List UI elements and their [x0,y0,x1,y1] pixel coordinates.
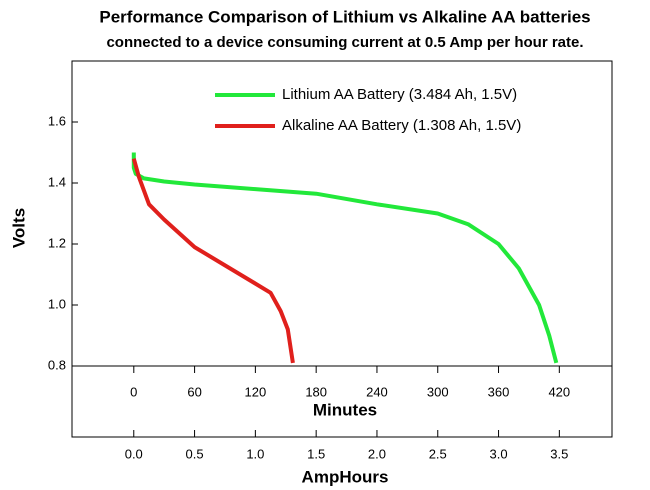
x-tick-label: 360 [488,384,510,399]
y-tick-label: 1.6 [48,113,66,128]
y-axis-label: Volts [9,208,28,248]
chart-subtitle: connected to a device consuming current … [106,34,583,51]
x2-tick-label: 2.0 [368,446,386,461]
x-axis-label: Minutes [313,400,377,419]
x-tick-label: 300 [427,384,449,399]
series-line [131,158,295,364]
x2-axis-label: AmpHours [302,467,389,486]
x-tick-label: 420 [548,384,570,399]
legend-label: Lithium AA Battery (3.484 Ah, 1.5V) [282,86,517,103]
series-line [131,152,559,364]
x2-tick-label: 3.5 [550,446,568,461]
y-tick-label: 0.8 [48,357,66,372]
x2-tick-label: 2.5 [429,446,447,461]
chart-title: Performance Comparison of Lithium vs Alk… [99,7,590,26]
x-tick-label: 60 [187,384,201,399]
x-tick-label: 240 [366,384,388,399]
x-tick-label: 180 [305,384,327,399]
y-tick-label: 1.0 [48,296,66,311]
plot-frame [71,60,613,438]
y-tick-label: 1.2 [48,235,66,250]
x2-tick-label: 3.0 [490,446,508,461]
legend-label: Alkaline AA Battery (1.308 Ah, 1.5V) [282,117,521,134]
x2-tick-label: 0.0 [125,446,143,461]
x2-tick-label: 0.5 [186,446,204,461]
x2-tick-label: 1.0 [246,446,264,461]
x2-tick-label: 1.5 [307,446,325,461]
x-tick-label: 120 [245,384,267,399]
x-tick-label: 0 [130,384,137,399]
y-tick-label: 1.4 [48,174,66,189]
